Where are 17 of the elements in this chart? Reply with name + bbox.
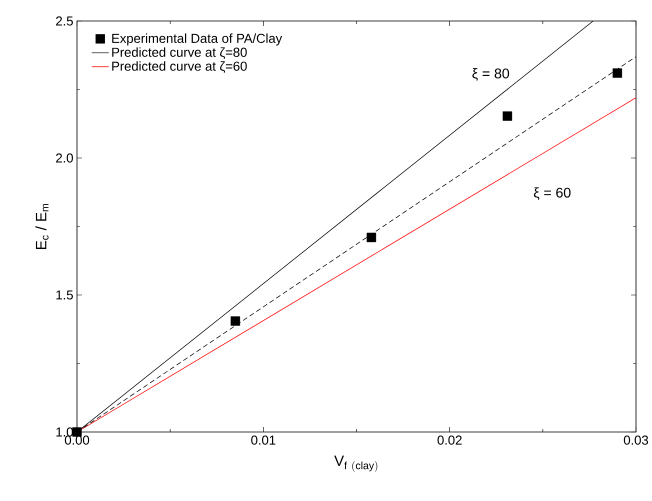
y-tick-label: 2.0 [56, 153, 73, 163]
legend-label: Experimental Data of PA/Clay [112, 33, 282, 46]
y-tick-label: 1.5 [56, 290, 73, 300]
point [230, 316, 240, 326]
y-tick-label: 2.5 [56, 16, 73, 26]
legend-label: Predicted curve at ζ=80 [112, 47, 247, 60]
annotation: ξ = 80 [472, 68, 510, 81]
legend-label: Predicted curve at ζ=60 [112, 61, 247, 73]
point [612, 68, 622, 78]
y-axis-title: E$_{c}$ / E$_{m}$ [35, 204, 49, 250]
point [502, 111, 512, 121]
annotation: ξ = 60 [534, 187, 571, 200]
x-tick-label: 0.02 [438, 436, 462, 445]
x-tick-label: 0.03 [624, 436, 648, 445]
x-tick-label: 0.01 [251, 436, 276, 445]
x-axis-title: $\mathrm{V}_{\mathrm{f\ (clay)}}$ [334, 456, 378, 472]
point [366, 232, 376, 242]
